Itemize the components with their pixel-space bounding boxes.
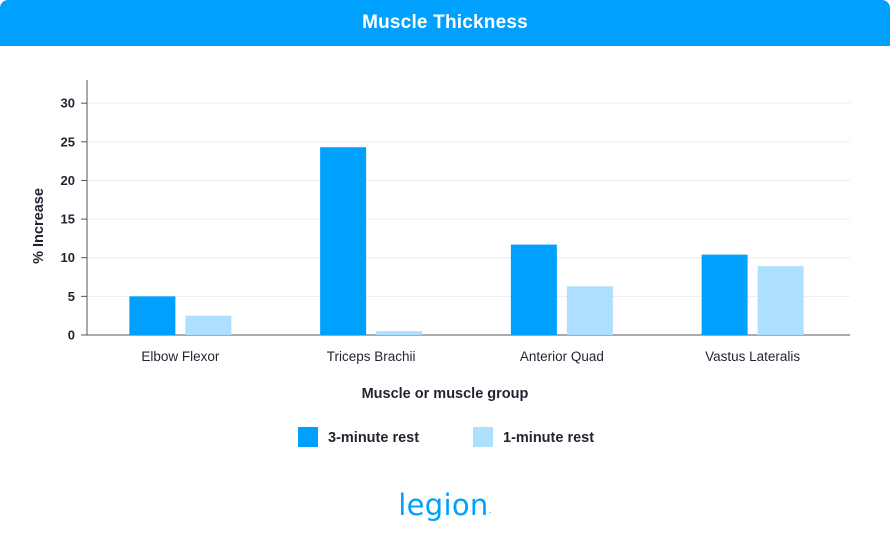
y-tick-label-25: 25 bbox=[61, 134, 75, 149]
bar-triceps-brachii-series-1 bbox=[320, 147, 367, 335]
bar-vastus-lateralis-series-2 bbox=[757, 266, 804, 335]
x-category-label-elbow-flexor: Elbow Flexor bbox=[141, 349, 220, 364]
bar-triceps-brachii-series-2 bbox=[376, 331, 423, 335]
legend-label-2: 1-minute rest bbox=[503, 430, 594, 446]
y-tick-labels: 0 5 10 15 20 25 30 bbox=[61, 96, 75, 343]
y-tick-label-10: 10 bbox=[61, 250, 75, 265]
y-tick-label-20: 20 bbox=[61, 173, 75, 188]
legion-logo-mark: . bbox=[488, 506, 492, 516]
x-category-label-triceps-brachii: Triceps Brachii bbox=[327, 349, 416, 364]
x-category-label-vastus-lateralis: Vastus Lateralis bbox=[705, 349, 800, 364]
x-category-label-anterior-quad: Anterior Quad bbox=[520, 349, 604, 364]
y-axis-title: % Increase bbox=[31, 188, 47, 264]
legend: 3-minute rest 1-minute rest bbox=[298, 427, 594, 447]
title-bar: Muscle Thickness bbox=[0, 0, 890, 46]
legend-swatch-2 bbox=[473, 427, 493, 447]
bar-anterior-quad-series-2 bbox=[566, 286, 613, 335]
y-tick-label-0: 0 bbox=[68, 328, 75, 343]
legion-logo-text: legion bbox=[398, 488, 489, 522]
legend-swatch-1 bbox=[298, 427, 318, 447]
chart-title: Muscle Thickness bbox=[362, 12, 528, 33]
y-tick-label-5: 5 bbox=[68, 289, 75, 304]
bar-anterior-quad-series-1 bbox=[510, 244, 557, 335]
y-tick-label-30: 30 bbox=[61, 96, 75, 111]
bar-elbow-flexor-series-1 bbox=[129, 296, 176, 335]
x-category-labels: Elbow Flexor Triceps Brachii Anterior Quad… bbox=[141, 349, 800, 364]
bar-vastus-lateralis-series-1 bbox=[701, 254, 748, 335]
legend-label-1: 3-minute rest bbox=[328, 430, 419, 446]
bar-elbow-flexor-series-2 bbox=[185, 315, 232, 335]
bars bbox=[129, 147, 804, 335]
y-tick-label-15: 15 bbox=[61, 212, 75, 227]
x-axis-title: Muscle or muscle group bbox=[362, 386, 529, 402]
legion-logo: legion. bbox=[0, 488, 890, 522]
